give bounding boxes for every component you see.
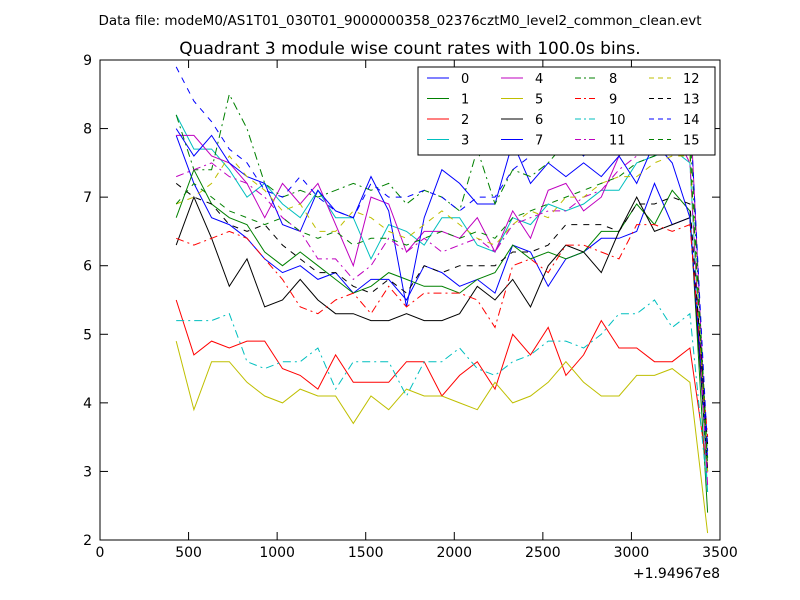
- legend-label-7: 7: [535, 134, 543, 149]
- series-line-10: [176, 299, 709, 493]
- x-tick-label: 3500: [702, 545, 738, 561]
- series-line-5: [175, 340, 709, 534]
- legend-label-10: 10: [609, 113, 626, 128]
- legend-label-6: 6: [535, 113, 543, 128]
- plot-area: 0 500 1000 1500 2000 2500 3000 3500 2 3 4 5 6 7 8 9 +1.…: [83, 53, 738, 582]
- legend-label-11: 11: [609, 134, 626, 149]
- y-tick-label: 9: [83, 53, 92, 69]
- legend-label-0: 0: [461, 72, 469, 87]
- y-tick-label: 3: [83, 464, 92, 480]
- ticks-layer: 0 500 1000 1500 2000 2500 3000 3500 2 3 4 5 6 7 8 9: [83, 53, 738, 561]
- series-line-9: [176, 223, 709, 438]
- legend-label-3: 3: [461, 134, 469, 149]
- series-line-12: [176, 155, 709, 472]
- x-tick-label: 1000: [259, 545, 295, 561]
- y-tick-label: 2: [83, 533, 92, 549]
- series-line-7: [175, 128, 709, 458]
- x-tick-label: 2000: [436, 545, 472, 561]
- y-tick-label: 6: [83, 259, 92, 275]
- series-line-13: [175, 183, 709, 445]
- chart-title: Quadrant 3 module wise count rates with …: [179, 39, 640, 59]
- legend-label-12: 12: [683, 72, 700, 87]
- legend-label-2: 2: [461, 113, 469, 128]
- x-tick-label: 0: [96, 545, 105, 561]
- x-tick-label: 2500: [525, 545, 561, 561]
- y-tick-label: 4: [83, 396, 92, 412]
- legend-label-4: 4: [535, 72, 543, 87]
- y-tick-label: 8: [83, 122, 92, 138]
- series-layer: [175, 66, 709, 534]
- legend-box: [417, 66, 716, 156]
- x-tick-label: 3000: [614, 545, 650, 561]
- legend-label-15: 15: [683, 134, 700, 149]
- legend-label-8: 8: [609, 72, 617, 87]
- x-axis-offset-label: +1.94967e8: [633, 566, 720, 582]
- legend-label-9: 9: [609, 93, 617, 108]
- x-tick-label: 1500: [348, 545, 384, 561]
- legend-label-5: 5: [535, 93, 543, 108]
- legend-label-13: 13: [683, 93, 700, 108]
- series-line-15: [175, 148, 709, 465]
- y-tick-label: 5: [83, 327, 92, 343]
- axes-frame: [99, 59, 721, 541]
- series-line-14: [175, 66, 709, 451]
- y-tick-label: 7: [83, 190, 92, 206]
- x-tick-label: 500: [175, 545, 202, 561]
- legend-label-14: 14: [683, 113, 700, 128]
- legend-label-1: 1: [461, 93, 469, 108]
- figure-suptitle: Data file: modeM0/AS1T01_030T01_90000003…: [98, 13, 701, 29]
